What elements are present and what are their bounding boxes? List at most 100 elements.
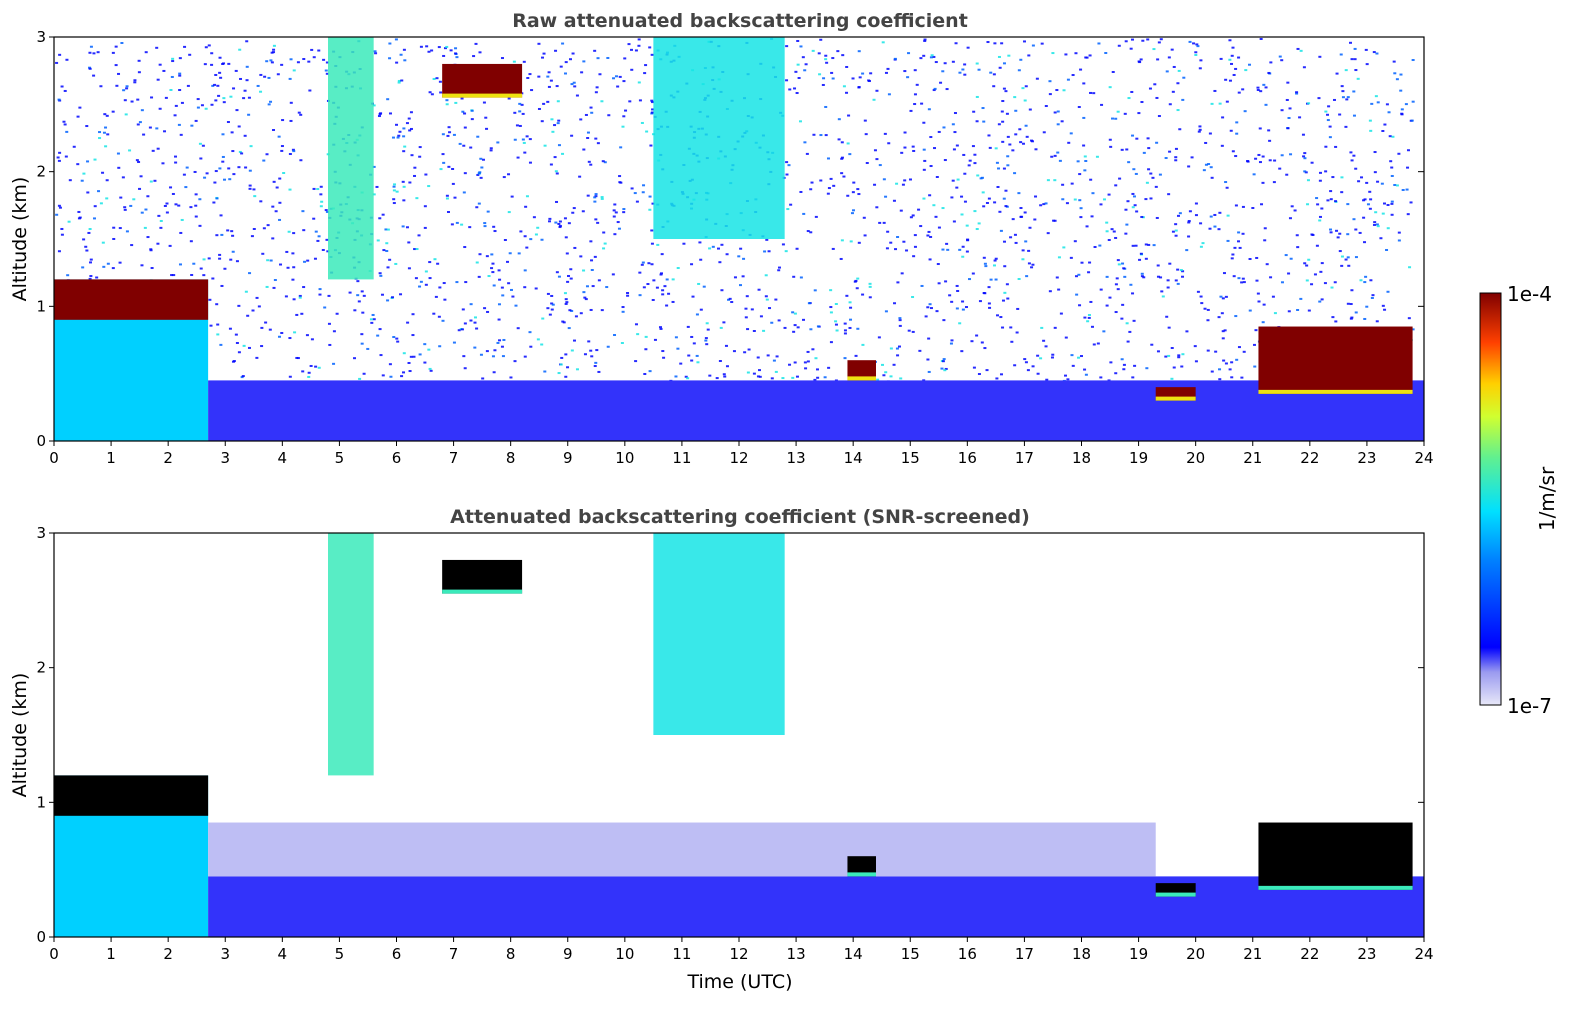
noise-pixel (1252, 343, 1256, 346)
noise-pixel (232, 360, 236, 363)
noise-pixel (702, 285, 706, 288)
noise-pixel (137, 71, 141, 74)
noise-pixel (613, 334, 617, 337)
noise-pixel (725, 365, 729, 368)
noise-pixel (1028, 108, 1032, 111)
noise-pixel (464, 281, 468, 284)
noise-pixel (777, 266, 781, 269)
noise-pixel (442, 282, 446, 285)
noise-pixel (1363, 281, 1367, 284)
noise-pixel (864, 133, 868, 136)
noise-pixel (1016, 307, 1020, 310)
noise-pixel (194, 215, 198, 218)
noise-pixel (407, 117, 411, 120)
noise-pixel (667, 292, 671, 295)
noise-pixel (1025, 275, 1029, 278)
noise-pixel (423, 361, 427, 364)
noise-pixel (210, 52, 214, 55)
noise-pixel (795, 375, 799, 378)
noise-pixel (626, 294, 630, 297)
noise-pixel (733, 276, 737, 279)
noise-pixel (981, 191, 985, 194)
noise-pixel (594, 193, 598, 196)
noise-pixel (178, 263, 182, 266)
noise-pixel (1124, 208, 1128, 211)
noise-pixel (634, 360, 638, 363)
noise-pixel (655, 286, 659, 289)
noise-pixel (1198, 128, 1202, 131)
noise-pixel (1207, 163, 1211, 166)
noise-pixel (159, 226, 163, 229)
noise-pixel (1376, 225, 1380, 228)
noise-pixel (961, 245, 965, 248)
noise-pixel (1078, 199, 1082, 202)
noise-pixel (1241, 205, 1245, 208)
noise-pixel (382, 249, 386, 252)
noise-pixel (1341, 96, 1345, 99)
noise-pixel (1044, 202, 1048, 205)
noise-pixel (1272, 181, 1276, 184)
noise-pixel (1256, 292, 1260, 295)
noise-pixel (328, 343, 332, 346)
noise-pixel (316, 239, 320, 242)
noise-pixel (906, 76, 910, 79)
noise-pixel (1206, 319, 1210, 322)
noise-pixel (541, 56, 545, 59)
noise-pixel (619, 146, 623, 149)
noise-pixel (965, 224, 969, 227)
noise-pixel (1127, 161, 1131, 164)
noise-pixel (834, 320, 838, 323)
noise-pixel (948, 294, 952, 297)
noise-pixel (970, 340, 974, 343)
noise-pixel (1138, 61, 1142, 64)
noise-pixel (374, 52, 378, 55)
noise-pixel (548, 220, 552, 223)
noise-pixel (849, 306, 853, 309)
x-tick-label: 22 (1300, 945, 1319, 963)
noise-pixel (796, 326, 800, 329)
noise-pixel (164, 96, 168, 99)
noise-pixel (445, 103, 449, 106)
feature-cloud (442, 63, 523, 98)
noise-pixel (378, 328, 382, 331)
noise-pixel (722, 373, 726, 376)
noise-pixel (907, 52, 911, 55)
noise-pixel (357, 300, 361, 303)
noise-pixel (540, 343, 544, 346)
noise-pixel (380, 293, 384, 296)
noise-pixel (826, 157, 830, 160)
noise-pixel (88, 66, 92, 69)
noise-pixel (1123, 112, 1127, 115)
noise-pixel (708, 374, 712, 377)
noise-pixel (1225, 100, 1229, 103)
noise-pixel (249, 145, 253, 148)
noise-pixel (926, 358, 930, 361)
noise-speckle (54, 37, 1415, 390)
noise-pixel (476, 135, 480, 138)
noise-pixel (1129, 283, 1133, 286)
noise-pixel (1344, 69, 1348, 72)
noise-pixel (1134, 244, 1138, 247)
noise-pixel (266, 224, 270, 227)
noise-pixel (138, 187, 142, 190)
noise-pixel (975, 62, 979, 65)
noise-pixel (659, 272, 663, 275)
noise-pixel (1131, 134, 1135, 137)
noise-pixel (178, 72, 182, 75)
noise-pixel (507, 173, 511, 176)
noise-pixel (1170, 347, 1174, 350)
noise-pixel (84, 245, 88, 248)
noise-pixel (896, 354, 900, 357)
noise-pixel (305, 334, 309, 337)
noise-pixel (366, 347, 370, 350)
noise-pixel (289, 58, 293, 61)
noise-pixel (413, 174, 417, 177)
noise-pixel (922, 148, 926, 151)
noise-pixel (1044, 105, 1048, 108)
noise-pixel (1035, 77, 1039, 80)
noise-pixel (1039, 357, 1043, 360)
noise-pixel (135, 159, 139, 162)
noise-pixel (99, 85, 103, 88)
noise-pixel (454, 52, 458, 55)
noise-pixel (1099, 288, 1103, 291)
